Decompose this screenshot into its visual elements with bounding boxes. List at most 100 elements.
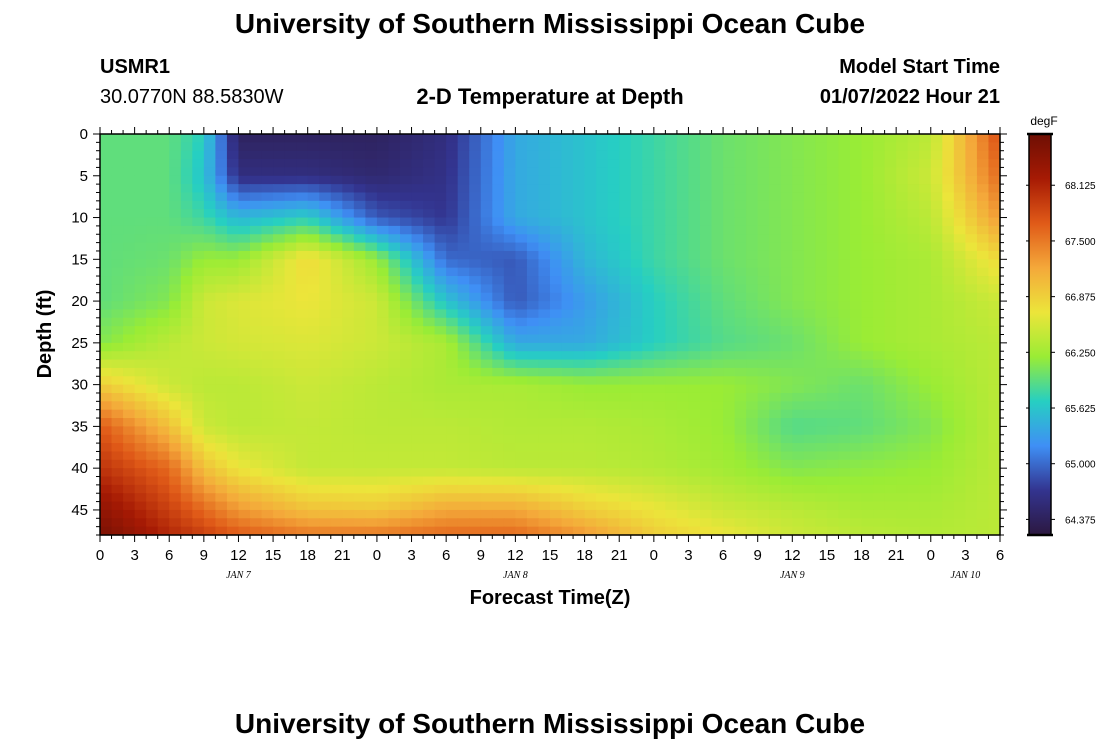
heatmap-cell	[215, 418, 228, 427]
heatmap-cell	[342, 509, 355, 519]
heatmap-cell	[123, 259, 136, 269]
heatmap-cell	[376, 434, 390, 444]
heatmap-cell	[157, 459, 170, 469]
heatmap-cell	[665, 250, 678, 260]
heatmap-cell	[330, 409, 343, 419]
x-tick-label: 9	[200, 547, 208, 564]
heatmap-cell	[665, 292, 678, 302]
heatmap-cell	[711, 418, 724, 427]
heatmap-cell	[676, 451, 690, 461]
heatmap-cell	[180, 443, 193, 453]
heatmap-cell	[907, 276, 920, 285]
heatmap-cell	[596, 376, 609, 386]
heatmap-cell	[850, 476, 863, 486]
heatmap-cell	[850, 359, 863, 369]
heatmap-cell	[434, 476, 447, 486]
heatmap-cell	[273, 134, 286, 143]
heatmap-cell	[480, 384, 493, 394]
heatmap-cell	[342, 434, 355, 444]
heatmap-cell	[192, 476, 205, 486]
heatmap-cell	[584, 234, 597, 244]
heatmap-cell	[861, 225, 874, 235]
heatmap-cell	[850, 526, 863, 536]
heatmap-cell	[238, 234, 251, 244]
heatmap-cell	[111, 242, 124, 252]
colorbar-scale	[1028, 133, 1052, 536]
heatmap-cell	[723, 409, 736, 419]
heatmap-cell	[746, 301, 759, 311]
heatmap-cell	[423, 159, 436, 169]
heatmap-cell	[561, 284, 574, 294]
heatmap-cell	[157, 292, 170, 302]
heatmap-cell	[319, 209, 332, 219]
heatmap-cell	[803, 526, 816, 536]
heatmap-cell	[584, 401, 597, 411]
heatmap-cell	[573, 484, 586, 494]
heatmap-cell	[284, 192, 297, 202]
heatmap-cell	[907, 409, 920, 419]
heatmap-cell	[665, 309, 678, 319]
heatmap-cell	[815, 451, 828, 461]
heatmap-cell	[157, 334, 170, 344]
heatmap-cell	[573, 509, 586, 519]
heatmap-cell	[873, 284, 886, 294]
heatmap-cell	[169, 493, 182, 503]
heatmap-cell	[250, 234, 263, 244]
heatmap-cell	[146, 209, 159, 219]
heatmap-cell	[688, 134, 701, 143]
heatmap-cell	[734, 334, 747, 344]
heatmap-cell	[746, 501, 759, 511]
heatmap-cell	[723, 426, 736, 436]
heatmap-cell	[873, 493, 886, 503]
heatmap-cell	[861, 484, 874, 494]
heatmap-cell	[561, 276, 574, 285]
heatmap-cell	[480, 234, 493, 244]
heatmap-cell	[815, 392, 828, 402]
heatmap-cell	[342, 468, 355, 478]
heatmap-cell	[492, 150, 505, 160]
heatmap-cell	[446, 443, 459, 453]
heatmap-cell	[365, 434, 378, 444]
heatmap-cell	[573, 150, 586, 160]
heatmap-cell	[492, 459, 505, 469]
heatmap-cell	[319, 392, 332, 402]
heatmap-cell	[850, 443, 863, 453]
heatmap-cell	[665, 284, 678, 294]
heatmap-cell	[919, 476, 932, 486]
heatmap-cell	[134, 317, 147, 327]
heatmap-cell	[446, 259, 459, 269]
heatmap-cell	[123, 225, 136, 235]
heatmap-cell	[700, 142, 713, 152]
heatmap-cell	[596, 426, 609, 436]
heatmap-cell	[250, 309, 263, 319]
heatmap-cell	[873, 409, 886, 419]
heatmap-cell	[988, 359, 1001, 369]
heatmap-cell	[353, 217, 366, 227]
heatmap-cell	[676, 334, 690, 344]
heatmap-cell	[976, 167, 990, 177]
heatmap-cell	[111, 401, 124, 411]
heatmap-cell	[526, 426, 540, 436]
heatmap-cell	[907, 192, 920, 202]
heatmap-cell	[515, 200, 528, 210]
heatmap-cell	[238, 367, 251, 377]
heatmap-cell	[792, 367, 805, 377]
heatmap-cell	[850, 468, 863, 478]
heatmap-cell	[919, 418, 932, 427]
heatmap-cell	[734, 459, 747, 469]
heatmap-cell	[538, 184, 551, 194]
heatmap-cell	[238, 276, 251, 285]
heatmap-cell	[907, 200, 920, 210]
heatmap-cell	[307, 493, 320, 503]
heatmap-cell	[203, 476, 216, 486]
heatmap-cell	[988, 376, 1001, 386]
heatmap-cell	[896, 342, 909, 352]
heatmap-cell	[423, 259, 436, 269]
heatmap-cell	[192, 342, 205, 352]
heatmap-cell	[180, 301, 193, 311]
heatmap-cell	[342, 443, 355, 453]
heatmap-cell	[446, 476, 459, 486]
heatmap-cell	[803, 493, 816, 503]
heatmap-cell	[769, 242, 782, 252]
heatmap-cell	[446, 326, 459, 336]
